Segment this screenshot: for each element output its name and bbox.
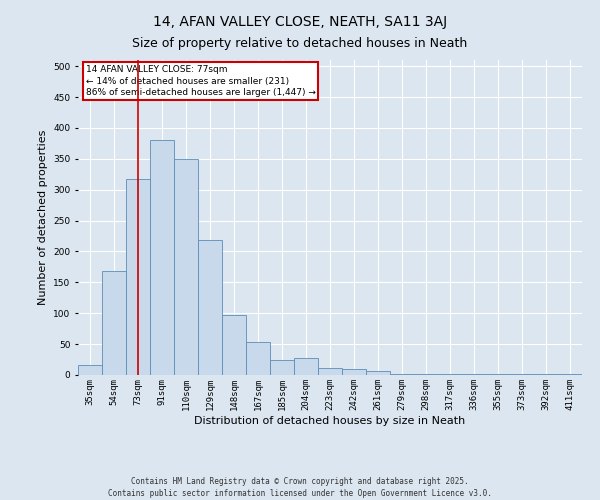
Bar	[294, 358, 318, 375]
Bar	[318, 368, 342, 375]
Bar	[438, 374, 462, 375]
Bar	[102, 271, 126, 375]
Bar	[414, 374, 438, 375]
Bar	[510, 374, 534, 375]
Text: 14, AFAN VALLEY CLOSE, NEATH, SA11 3AJ: 14, AFAN VALLEY CLOSE, NEATH, SA11 3AJ	[153, 15, 447, 29]
Bar	[558, 374, 582, 375]
Bar	[174, 160, 198, 375]
Text: Contains HM Land Registry data © Crown copyright and database right 2025.
Contai: Contains HM Land Registry data © Crown c…	[108, 476, 492, 498]
Text: 14 AFAN VALLEY CLOSE: 77sqm
← 14% of detached houses are smaller (231)
86% of se: 14 AFAN VALLEY CLOSE: 77sqm ← 14% of det…	[86, 64, 316, 98]
Bar	[222, 315, 246, 375]
Bar	[270, 360, 294, 375]
Bar	[246, 342, 270, 375]
Bar	[534, 374, 558, 375]
Bar	[366, 372, 390, 375]
Bar	[126, 179, 150, 375]
Bar	[198, 240, 222, 375]
Bar	[390, 374, 414, 375]
Y-axis label: Number of detached properties: Number of detached properties	[38, 130, 47, 305]
Text: Size of property relative to detached houses in Neath: Size of property relative to detached ho…	[133, 38, 467, 51]
Bar	[462, 374, 486, 375]
Bar	[342, 369, 366, 375]
Bar	[78, 364, 102, 375]
X-axis label: Distribution of detached houses by size in Neath: Distribution of detached houses by size …	[194, 416, 466, 426]
Bar	[486, 374, 510, 375]
Bar	[150, 140, 174, 375]
